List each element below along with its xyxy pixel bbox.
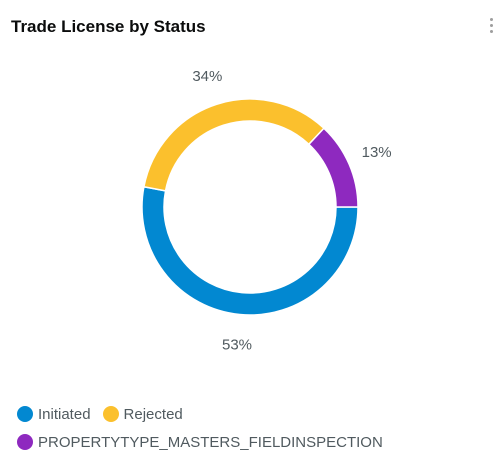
legend-label: Rejected [123,405,183,423]
chart-legend: Initiated Rejected PROPERTYTYPE_MASTERS_FI… [17,405,487,451]
menu-dot [489,17,493,21]
donut-chart: 53% 34% 13% [141,68,392,353]
slice-value-label: 13% [362,144,392,161]
menu-dot [489,23,493,27]
legend-swatch [17,434,33,450]
slice-value-label: 53% [222,336,252,353]
legend-label: Initiated [38,405,91,423]
legend-swatch [102,406,119,422]
slice-value-label: 34% [192,68,222,85]
more-vertical-icon[interactable] [484,13,498,37]
legend-item[interactable]: Rejected [102,405,183,423]
donut-slice-propertytype-masters-fieldinspection[interactable] [307,127,359,208]
legend-swatch [17,406,33,422]
donut-slice-initiated[interactable] [141,185,359,316]
chart-title: Trade License by Status [11,17,206,36]
legend-item[interactable]: PROPERTYTYPE_MASTERS_FIELDINSPECTION [17,433,475,451]
menu-dot [489,29,493,33]
donut-slice-rejected[interactable] [143,98,325,192]
legend-label: PROPERTYTYPE_MASTERS_FIELDINSPECTION [38,433,383,451]
legend-item[interactable]: Initiated [17,405,91,423]
